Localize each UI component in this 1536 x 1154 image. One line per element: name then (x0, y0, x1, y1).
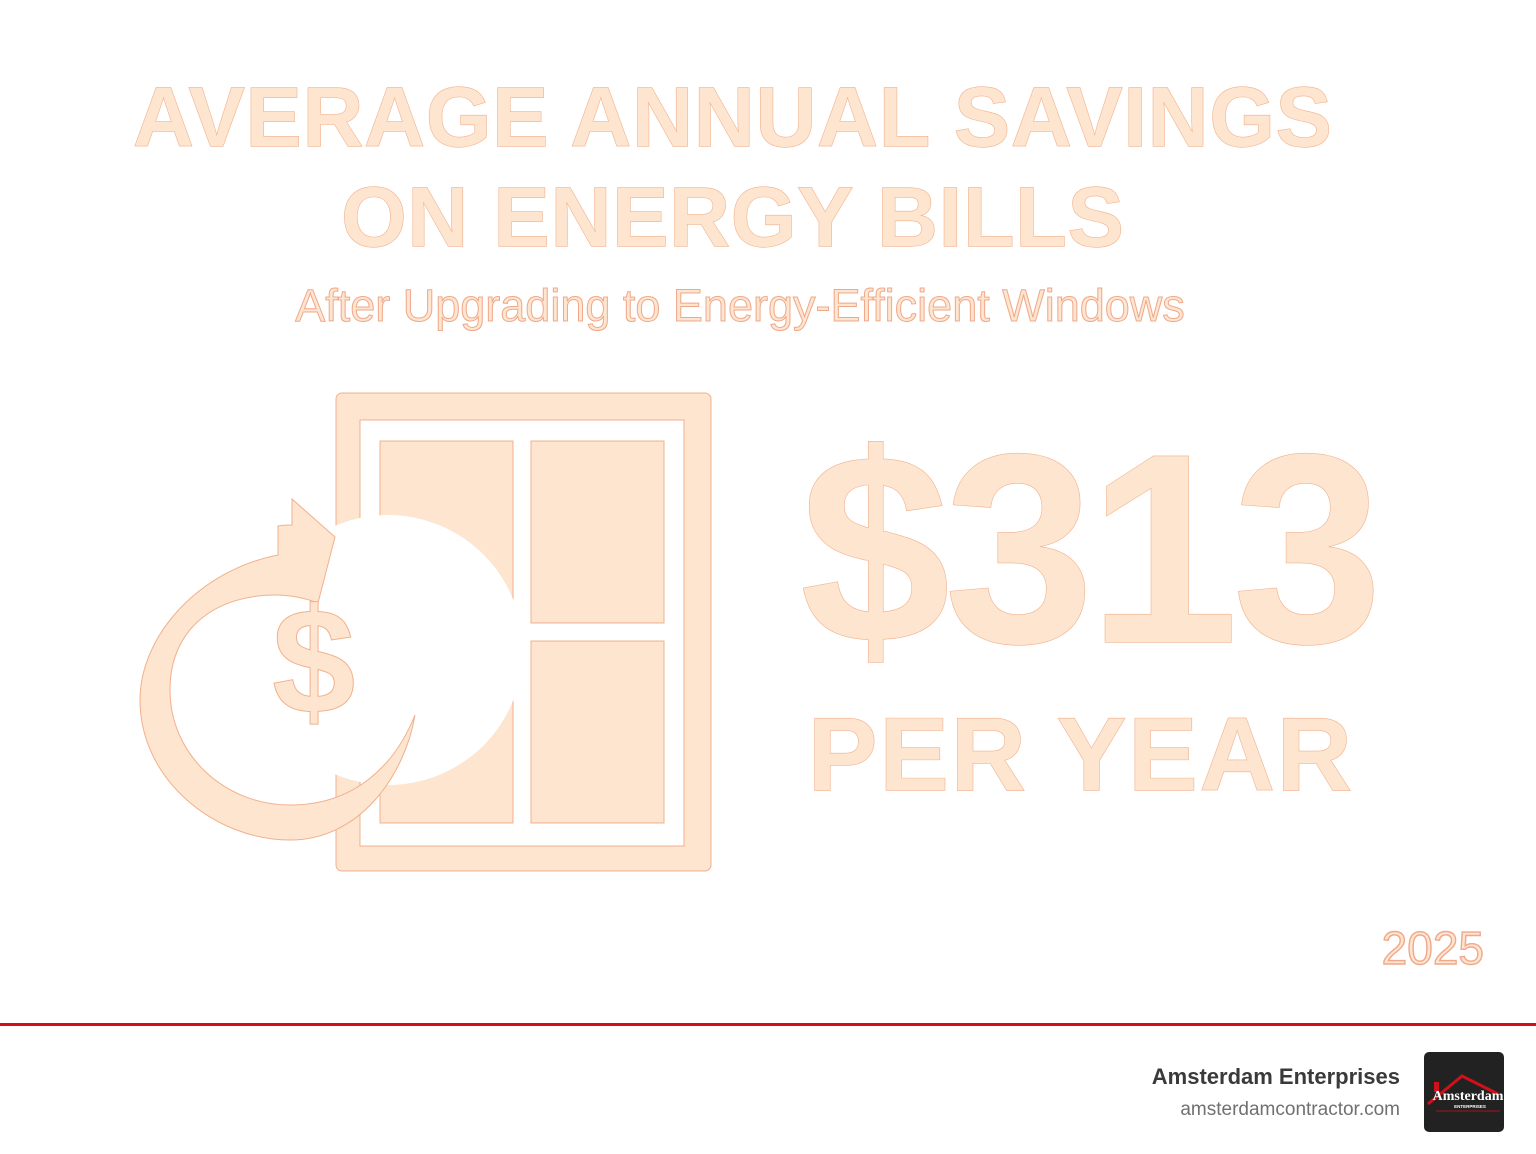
house-roof-icon: Amsterdam ENTERPRISES (1427, 1074, 1504, 1112)
footer-branding: Amsterdam Enterprises amsterdamcontracto… (1152, 1062, 1400, 1125)
brand-url[interactable]: amsterdamcontractor.com (1180, 1099, 1400, 1120)
subtitle: After Upgrading to Energy-Efficient Wind… (295, 280, 1186, 332)
year-label: 2025 (1381, 921, 1485, 974)
title-line-2: ON ENERGY BILLS (341, 169, 1125, 264)
svg-text:ENTERPRISES: ENTERPRISES (1454, 1104, 1486, 1109)
company-logo: Amsterdam ENTERPRISES (1424, 1052, 1504, 1132)
per-year-label: PER YEAR (807, 697, 1354, 813)
footer-divider (0, 1023, 1536, 1026)
brand-name: Amsterdam Enterprises (1151, 1064, 1400, 1089)
svg-text:Amsterdam: Amsterdam (1433, 1089, 1504, 1104)
window-savings-icon: $ (130, 385, 730, 885)
title-line-1: AVERAGE ANNUAL SAVINGS (133, 69, 1333, 164)
svg-text:$: $ (272, 577, 355, 745)
savings-amount: $313 (799, 399, 1383, 700)
